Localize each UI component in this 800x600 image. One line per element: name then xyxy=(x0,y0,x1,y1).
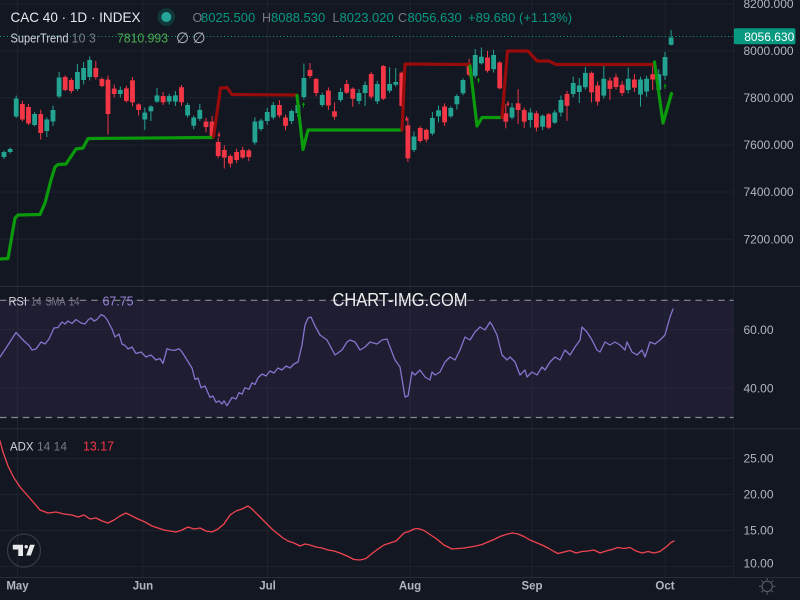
svg-text:25.00: 25.00 xyxy=(744,452,774,466)
svg-text:7400.000: 7400.000 xyxy=(744,185,794,199)
svg-text:Aug: Aug xyxy=(399,580,421,592)
svg-text:14 14: 14 14 xyxy=(37,440,67,454)
svg-text:Sep: Sep xyxy=(521,580,542,592)
svg-text:Oct: Oct xyxy=(655,580,674,592)
svg-text:C: C xyxy=(398,11,407,25)
svg-text:7200.000: 7200.000 xyxy=(744,232,794,246)
svg-text:Jun: Jun xyxy=(133,580,153,592)
svg-text:SMA: SMA xyxy=(46,295,66,309)
svg-text:7800.000: 7800.000 xyxy=(744,91,794,105)
svg-text:∅: ∅ xyxy=(176,30,189,47)
svg-text:ADX: ADX xyxy=(10,440,34,454)
svg-text:13.17: 13.17 xyxy=(83,440,114,454)
svg-text:8200.000: 8200.000 xyxy=(744,0,794,11)
svg-text:7600.000: 7600.000 xyxy=(744,138,794,152)
svg-text:8088.530: 8088.530 xyxy=(271,10,325,25)
svg-text:8023.020: 8023.020 xyxy=(340,10,394,25)
svg-text:RSI: RSI xyxy=(9,295,28,309)
svg-text:67.75: 67.75 xyxy=(103,295,134,309)
svg-text:8056.630: 8056.630 xyxy=(408,10,462,25)
svg-text:O: O xyxy=(193,11,203,25)
svg-text:+89.680: +89.680 xyxy=(468,10,515,25)
svg-text:May: May xyxy=(6,580,29,592)
svg-text:7810.993: 7810.993 xyxy=(117,32,168,46)
svg-text:20.00: 20.00 xyxy=(744,488,774,502)
svg-text:(+1.13%): (+1.13%) xyxy=(519,10,572,25)
svg-text:15.00: 15.00 xyxy=(744,524,774,538)
svg-text:8025.500: 8025.500 xyxy=(201,10,255,25)
svg-text:60.00: 60.00 xyxy=(744,323,774,337)
svg-text:Jul: Jul xyxy=(259,580,276,592)
svg-text:8000.000: 8000.000 xyxy=(744,44,794,58)
svg-text:10.00: 10.00 xyxy=(744,557,774,571)
svg-text:10 3: 10 3 xyxy=(72,32,96,46)
svg-text:L: L xyxy=(333,11,340,25)
svg-text:H: H xyxy=(262,11,271,25)
svg-text:CAC 40 · 1D · INDEX: CAC 40 · 1D · INDEX xyxy=(11,9,142,25)
svg-text:14: 14 xyxy=(31,295,42,309)
svg-text:∅: ∅ xyxy=(193,30,206,47)
svg-text:SuperTrend: SuperTrend xyxy=(11,32,69,46)
svg-text:40.00: 40.00 xyxy=(744,381,774,395)
svg-text:14: 14 xyxy=(69,295,80,309)
svg-text:8056.630: 8056.630 xyxy=(744,30,794,44)
svg-text:CHART-IMG.COM: CHART-IMG.COM xyxy=(333,289,468,310)
